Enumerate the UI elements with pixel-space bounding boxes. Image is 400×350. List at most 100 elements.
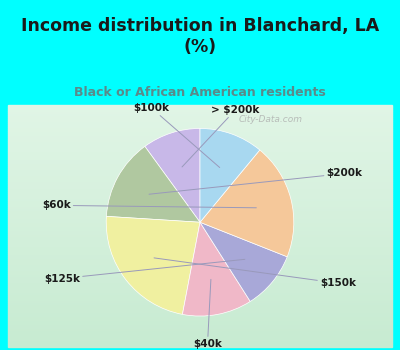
Bar [8,222,392,224]
Bar [8,320,392,322]
Bar [8,163,392,166]
Bar [8,316,392,319]
Bar [8,276,392,278]
Bar [8,155,392,158]
Bar [8,290,392,292]
Bar [8,119,392,121]
Bar [0,0,400,105]
Bar [8,214,392,216]
Wedge shape [200,222,287,301]
Bar [8,113,392,115]
Bar [8,182,392,183]
Bar [8,147,392,149]
Text: Income distribution in Blanchard, LA
(%): Income distribution in Blanchard, LA (%) [21,17,379,56]
Bar [8,218,392,220]
Bar [8,149,392,151]
Bar [8,256,392,258]
Bar [8,302,392,304]
Bar [8,125,392,127]
Bar [8,172,392,174]
Bar [8,330,392,332]
Bar [8,236,392,238]
Bar [8,318,392,320]
Bar [8,159,392,161]
Bar [8,117,392,119]
Bar [8,186,392,188]
Bar [8,224,392,226]
Bar [8,177,392,180]
Bar [8,105,392,107]
Bar [8,121,392,123]
Bar [8,123,392,125]
Bar [8,328,392,330]
Bar [8,153,392,155]
Text: City-Data.com: City-Data.com [238,114,302,124]
Text: $100k: $100k [133,103,220,168]
Bar [8,161,392,163]
Bar [8,294,392,296]
Bar [8,272,392,274]
Wedge shape [200,150,294,257]
Bar [8,244,392,246]
Bar [8,131,392,133]
Text: $40k: $40k [193,279,222,349]
Bar [8,326,392,328]
Bar [8,312,392,314]
Text: $150k: $150k [154,258,356,288]
Bar [8,242,392,244]
Bar [8,107,392,109]
Wedge shape [106,216,200,314]
Bar [8,143,392,145]
Bar [8,268,392,270]
Bar [8,274,392,276]
Bar [8,234,392,236]
Wedge shape [106,146,200,222]
Bar [8,252,392,254]
Bar [8,199,392,202]
Bar [8,133,392,135]
Bar [8,258,392,260]
Bar [8,216,392,218]
Bar [8,344,392,346]
Bar [8,254,392,256]
Bar [8,190,392,191]
Bar [8,208,392,210]
Bar [8,145,392,147]
Bar [8,314,392,316]
Text: $125k: $125k [44,259,245,284]
Bar [8,341,392,342]
Bar [8,188,392,190]
Bar [8,127,392,129]
Bar [8,300,392,302]
Bar [8,246,392,248]
Wedge shape [182,222,250,316]
Bar [8,137,392,139]
Bar [8,296,392,298]
Bar [8,230,392,232]
Bar [8,212,392,214]
Bar [8,194,392,196]
Bar [8,151,392,153]
Bar [8,191,392,194]
Bar [8,204,392,206]
Bar [8,338,392,341]
Bar [8,286,392,288]
Bar [8,264,392,266]
Bar [8,206,392,208]
Bar [8,266,392,268]
Bar [8,139,392,141]
Bar [8,262,392,264]
Text: > $200k: > $200k [182,105,260,167]
Bar [8,282,392,284]
Bar [8,111,392,113]
Bar [8,197,392,199]
Bar [8,228,392,230]
Bar [8,322,392,324]
Bar [8,175,392,177]
Bar [8,115,392,117]
Bar [8,183,392,186]
Bar [8,240,392,242]
Bar [8,308,392,310]
Wedge shape [145,128,200,222]
Bar [8,158,392,159]
